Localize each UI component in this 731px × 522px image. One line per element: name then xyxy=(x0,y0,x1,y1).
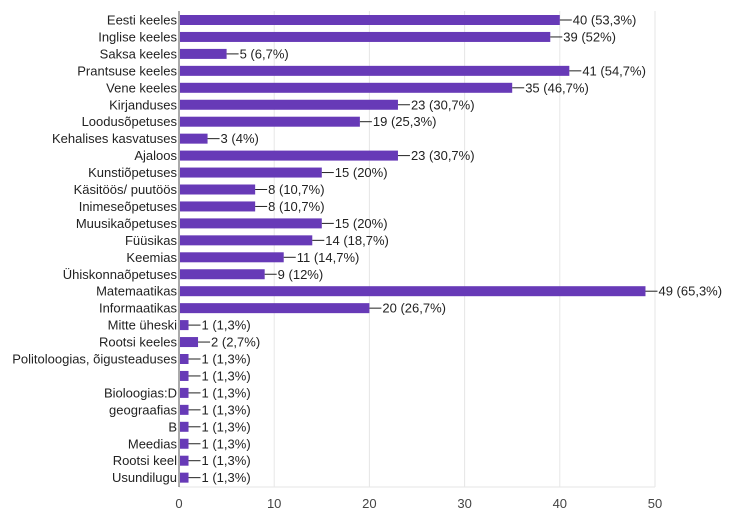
data-label: 3 (4%) xyxy=(221,131,259,146)
category-label: Eesti keeles xyxy=(107,13,178,28)
data-label: 15 (20%) xyxy=(335,216,388,231)
bar xyxy=(180,303,370,314)
bar xyxy=(180,184,256,195)
data-label: 20 (26,7%) xyxy=(382,301,446,316)
data-label: 40 (53,3%) xyxy=(573,13,637,28)
data-label: 1 (1,3%) xyxy=(202,368,251,383)
category-label: Matemaatikas xyxy=(96,284,177,299)
data-label: 5 (6,7%) xyxy=(240,46,289,61)
bar xyxy=(180,31,551,42)
category-label: Ühiskonnaõpetuses xyxy=(63,267,178,282)
data-label: 1 (1,3%) xyxy=(202,436,251,451)
bar xyxy=(180,455,189,466)
data-label: 1 (1,3%) xyxy=(202,453,251,468)
category-label: Käsitöös/ puutöös xyxy=(74,182,178,197)
bar xyxy=(180,252,284,263)
data-label: 41 (54,7%) xyxy=(582,63,646,78)
category-label: Keemias xyxy=(126,250,177,265)
data-label: 1 (1,3%) xyxy=(202,419,251,434)
category-label: Usundilugu xyxy=(112,470,177,485)
category-label: Meedias xyxy=(128,436,178,451)
bar xyxy=(180,150,398,161)
data-labels: 40 (53,3%)39 (52%) 5 (6,7%) 41 (54,7%) 35 (… xyxy=(188,13,722,485)
data-label: 8 (10,7%) xyxy=(268,182,324,197)
data-label: 23 (30,7%) xyxy=(411,97,475,112)
data-label: 1 (1,3%) xyxy=(202,385,251,400)
bar xyxy=(180,167,322,178)
x-tick-label: 20 xyxy=(362,496,376,511)
bar xyxy=(180,116,360,127)
category-label: Inglise keeles xyxy=(98,29,177,44)
category-label: Kehalises kasvatuses xyxy=(52,131,178,146)
bar xyxy=(180,421,189,432)
bar xyxy=(180,337,199,348)
category-label: Saksa keeles xyxy=(100,46,178,61)
category-label: geograafias xyxy=(109,402,177,417)
x-tick-label: 10 xyxy=(267,496,281,511)
bar xyxy=(180,133,208,144)
bar xyxy=(180,82,513,93)
data-label: 1 (1,3%) xyxy=(202,352,251,367)
x-tick-label: 0 xyxy=(175,496,182,511)
bar xyxy=(180,235,313,246)
data-label: 1 (1,3%) xyxy=(202,402,251,417)
bar xyxy=(180,65,570,76)
category-label: Informaatikas xyxy=(99,301,178,316)
category-label: Inimeseõpetuses xyxy=(79,199,178,214)
x-axis-ticks: 0 10 20 30 40 50 xyxy=(175,496,662,511)
data-label: 15 (20%) xyxy=(335,165,388,180)
category-label: Ajaloos xyxy=(134,148,177,163)
bars xyxy=(180,15,646,483)
data-label: 2 (2,7%) xyxy=(211,335,260,350)
data-label: 1 (1,3%) xyxy=(202,318,251,333)
category-label: B xyxy=(168,419,177,434)
category-label: Loodusõpetuses xyxy=(82,114,178,129)
bar xyxy=(180,15,560,25)
category-label: Rootsi keeles xyxy=(99,335,178,350)
data-label: 19 (25,3%) xyxy=(373,114,437,129)
bar xyxy=(180,354,189,364)
bar xyxy=(180,201,256,212)
data-label: 11 (14,7%) xyxy=(297,250,360,265)
x-tick-label: 30 xyxy=(457,496,471,511)
bar xyxy=(180,320,189,331)
x-tick-label: 40 xyxy=(553,496,567,511)
category-label: Politoloogias, õigusteaduses xyxy=(12,352,177,367)
data-label: 39 (52%) xyxy=(563,29,616,44)
data-label: 9 (12%) xyxy=(278,267,324,282)
category-label: Rootsi keel xyxy=(113,453,177,468)
bar xyxy=(180,286,646,297)
category-label: Kirjanduses xyxy=(109,97,177,112)
data-label: 1 (1,3%) xyxy=(202,470,251,485)
category-label: Prantsuse keeles xyxy=(77,63,177,78)
data-label: 8 (10,7%) xyxy=(268,199,324,214)
bar xyxy=(180,218,322,229)
bar xyxy=(180,438,189,449)
bar xyxy=(180,472,189,483)
data-label: 23 (30,7%) xyxy=(411,148,475,163)
category-label: Vene keeles xyxy=(106,80,177,95)
x-tick-label: 50 xyxy=(648,496,662,511)
data-label: 49 (65,3%) xyxy=(658,284,722,299)
category-label: Bioloogias:D xyxy=(104,385,177,400)
bar xyxy=(180,404,189,415)
bar xyxy=(180,370,189,381)
bar xyxy=(180,387,189,398)
category-label: Füüsikas xyxy=(125,233,178,248)
bar xyxy=(180,99,398,110)
data-label: 35 (46,7%) xyxy=(525,80,589,95)
bar xyxy=(180,269,265,280)
category-label: Kunstiõpetuses xyxy=(88,165,177,180)
category-label: Mitte üheski xyxy=(108,318,177,333)
category-label: Muusikaõpetuses xyxy=(76,216,178,231)
data-label: 14 (18,7%) xyxy=(325,233,389,248)
bar xyxy=(180,48,227,59)
